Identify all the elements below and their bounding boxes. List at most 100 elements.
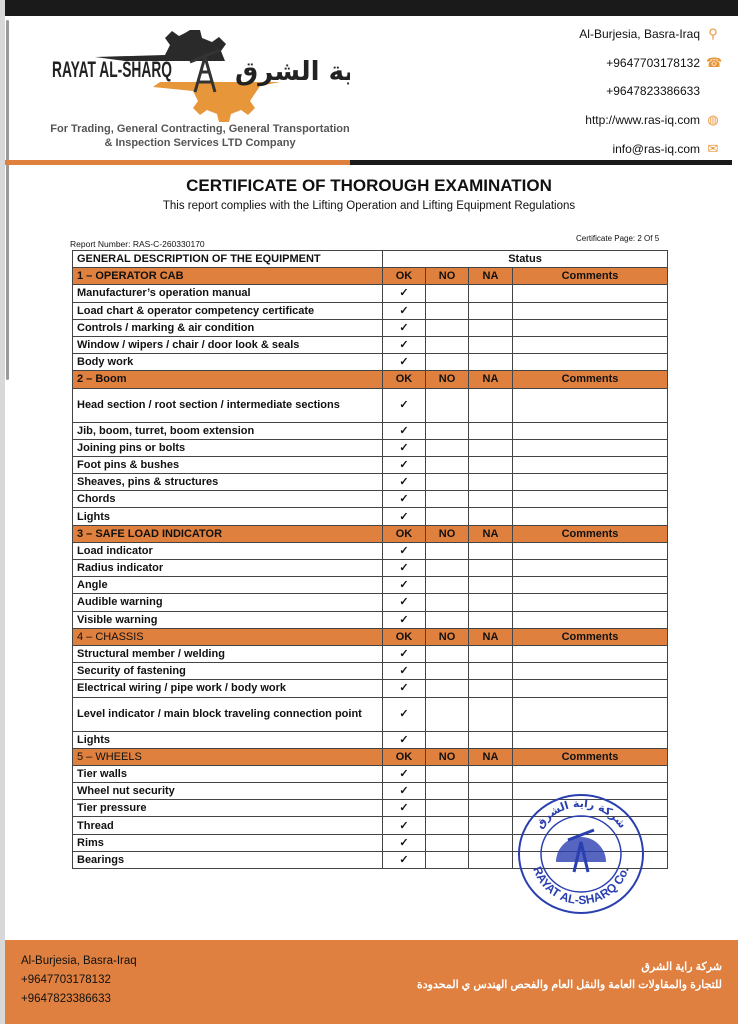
na-cell[interactable] — [468, 730, 513, 749]
scrollbar[interactable] — [6, 20, 9, 380]
comments-cell[interactable] — [512, 696, 668, 732]
ok-check-cell[interactable]: ✓ — [382, 730, 426, 749]
ok-check-cell[interactable]: ✓ — [382, 490, 426, 509]
na-cell[interactable] — [468, 799, 513, 818]
no-cell[interactable] — [425, 558, 469, 578]
email-link[interactable]: info@ras-iq.com — [612, 141, 700, 156]
comments-cell[interactable] — [512, 455, 668, 475]
comments-cell[interactable] — [512, 576, 668, 595]
ok-check-cell[interactable]: ✓ — [382, 593, 426, 612]
ok-check-cell[interactable]: ✓ — [382, 850, 426, 870]
ok-check-cell[interactable]: ✓ — [382, 679, 426, 698]
ok-check-cell[interactable]: ✓ — [382, 558, 426, 578]
comments-cell[interactable] — [512, 662, 668, 681]
ok-check-cell[interactable]: ✓ — [382, 353, 426, 372]
ok-check-cell[interactable]: ✓ — [382, 610, 426, 629]
comments-cell[interactable] — [512, 507, 668, 526]
ok-check-cell[interactable]: ✓ — [382, 318, 426, 337]
contact-email[interactable]: info@ras-iq.com ✉ — [579, 134, 720, 163]
no-cell[interactable] — [425, 782, 469, 801]
comments-cell[interactable] — [512, 421, 668, 440]
no-cell[interactable] — [425, 833, 469, 852]
comments-cell[interactable] — [512, 438, 668, 457]
comments-cell[interactable] — [512, 387, 668, 423]
no-cell[interactable] — [425, 644, 469, 664]
comments-cell[interactable] — [512, 679, 668, 698]
no-cell[interactable] — [425, 764, 469, 784]
na-cell[interactable] — [468, 387, 513, 423]
no-cell[interactable] — [425, 816, 469, 835]
na-cell[interactable] — [468, 353, 513, 372]
website-link[interactable]: http://www.ras-iq.com — [585, 113, 700, 128]
ok-check-cell[interactable]: ✓ — [382, 507, 426, 526]
na-cell[interactable] — [468, 438, 513, 457]
na-cell[interactable] — [468, 576, 513, 595]
no-cell[interactable] — [425, 335, 469, 355]
na-cell[interactable] — [468, 455, 513, 475]
na-cell[interactable] — [468, 541, 513, 561]
na-cell[interactable] — [468, 610, 513, 629]
na-cell[interactable] — [468, 558, 513, 578]
no-cell[interactable] — [425, 387, 469, 423]
comments-cell[interactable] — [512, 558, 668, 578]
comments-cell[interactable] — [512, 644, 668, 664]
na-cell[interactable] — [468, 318, 513, 337]
no-cell[interactable] — [425, 284, 469, 303]
na-cell[interactable] — [468, 644, 513, 664]
no-cell[interactable] — [425, 610, 469, 629]
no-cell[interactable] — [425, 696, 469, 732]
na-cell[interactable] — [468, 679, 513, 698]
no-cell[interactable] — [425, 301, 469, 320]
na-cell[interactable] — [468, 816, 513, 835]
no-cell[interactable] — [425, 576, 469, 595]
na-cell[interactable] — [468, 850, 513, 870]
na-cell[interactable] — [468, 593, 513, 612]
ok-check-cell[interactable]: ✓ — [382, 421, 426, 440]
no-cell[interactable] — [425, 541, 469, 561]
na-cell[interactable] — [468, 301, 513, 320]
na-cell[interactable] — [468, 764, 513, 784]
no-cell[interactable] — [425, 438, 469, 457]
comments-cell[interactable] — [512, 730, 668, 749]
comments-cell[interactable] — [512, 318, 668, 337]
no-cell[interactable] — [425, 490, 469, 509]
ok-check-cell[interactable]: ✓ — [382, 782, 426, 801]
no-cell[interactable] — [425, 593, 469, 612]
ok-check-cell[interactable]: ✓ — [382, 473, 426, 492]
na-cell[interactable] — [468, 833, 513, 852]
no-cell[interactable] — [425, 421, 469, 440]
ok-check-cell[interactable]: ✓ — [382, 455, 426, 475]
ok-check-cell[interactable]: ✓ — [382, 576, 426, 595]
no-cell[interactable] — [425, 662, 469, 681]
ok-check-cell[interactable]: ✓ — [382, 438, 426, 457]
na-cell[interactable] — [468, 782, 513, 801]
comments-cell[interactable] — [512, 335, 668, 355]
comments-cell[interactable] — [512, 782, 668, 801]
contact-website[interactable]: http://www.ras-iq.com ◍ — [579, 106, 720, 135]
ok-check-cell[interactable]: ✓ — [382, 662, 426, 681]
no-cell[interactable] — [425, 730, 469, 749]
comments-cell[interactable] — [512, 593, 668, 612]
na-cell[interactable] — [468, 284, 513, 303]
no-cell[interactable] — [425, 799, 469, 818]
comments-cell[interactable] — [512, 541, 668, 561]
na-cell[interactable] — [468, 421, 513, 440]
na-cell[interactable] — [468, 662, 513, 681]
comments-cell[interactable] — [512, 353, 668, 372]
comments-cell[interactable] — [512, 473, 668, 492]
no-cell[interactable] — [425, 507, 469, 526]
comments-cell[interactable] — [512, 301, 668, 320]
comments-cell[interactable] — [512, 284, 668, 303]
comments-cell[interactable] — [512, 490, 668, 509]
ok-check-cell[interactable]: ✓ — [382, 541, 426, 561]
ok-check-cell[interactable]: ✓ — [382, 816, 426, 835]
no-cell[interactable] — [425, 353, 469, 372]
ok-check-cell[interactable]: ✓ — [382, 696, 426, 732]
ok-check-cell[interactable]: ✓ — [382, 833, 426, 852]
comments-cell[interactable] — [512, 764, 668, 784]
ok-check-cell[interactable]: ✓ — [382, 644, 426, 664]
na-cell[interactable] — [468, 490, 513, 509]
ok-check-cell[interactable]: ✓ — [382, 764, 426, 784]
no-cell[interactable] — [425, 679, 469, 698]
na-cell[interactable] — [468, 473, 513, 492]
